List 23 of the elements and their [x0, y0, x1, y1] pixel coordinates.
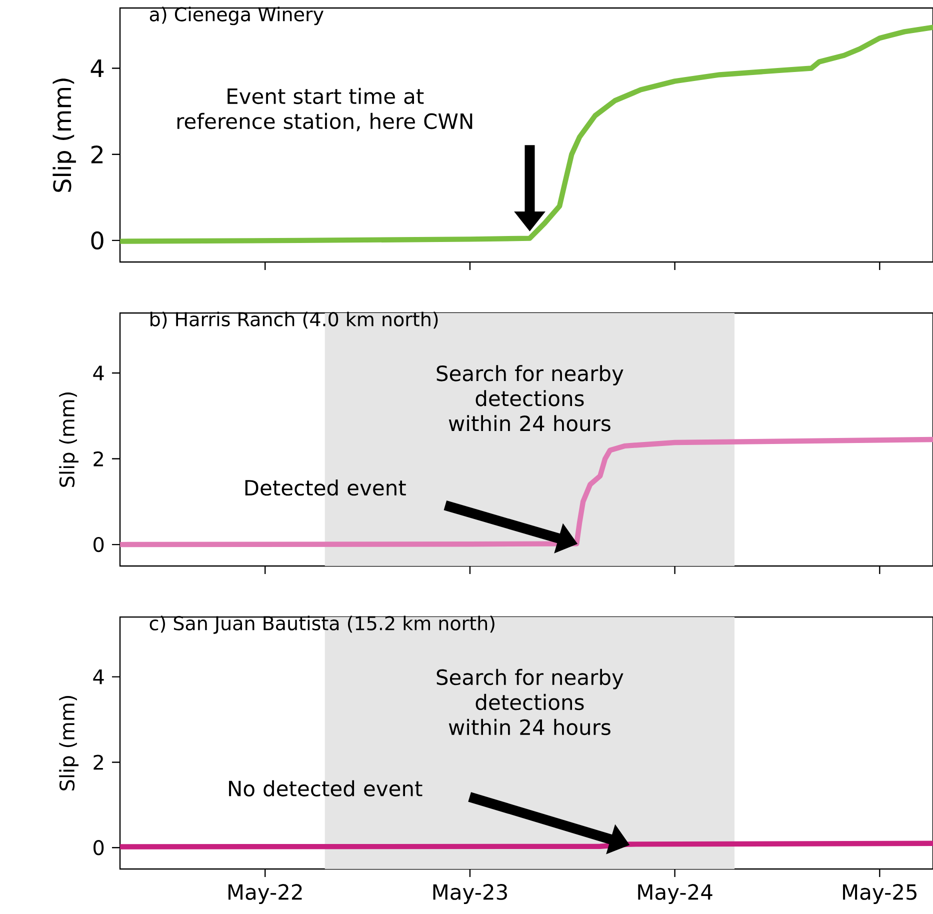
chart-title: b) Harris Ranch (4.0 km north) — [150, 312, 438, 329]
y-tick-label: 4 — [93, 669, 104, 684]
annotation: Event start time at reference station, here CWN — [177, 88, 472, 132]
annotation: Detected event — [245, 479, 406, 496]
y-tick-label: 0 — [91, 231, 104, 250]
y-tick-label: 0 — [94, 536, 104, 552]
y-axis-title: Slip (mm) — [59, 392, 78, 487]
y-tick-label: 2 — [91, 145, 103, 164]
x-tick-label: May-24 — [638, 884, 712, 904]
y-tick-label: 2 — [94, 754, 103, 770]
chart-title: a) Cienega Winery — [150, 6, 324, 26]
y-tick-label: 4 — [90, 60, 104, 78]
x-tick-label: May-23 — [433, 884, 507, 904]
x-tick-label: May-22 — [228, 884, 302, 904]
band-label: Search for nearby detections within 24 hours — [436, 668, 624, 736]
y-axis-title: Slip (mm) — [59, 696, 78, 790]
y-tick-label: 0 — [94, 840, 104, 856]
x-tick-label: May-25 — [843, 884, 916, 904]
band-label: Search for nearby detections within 24 hours — [436, 365, 624, 432]
annotation: No detected event — [229, 780, 422, 796]
y-tick-label: 2 — [94, 451, 103, 466]
y-tick-label: 4 — [93, 366, 104, 380]
y-axis-title: Slip (mm) — [52, 78, 76, 192]
